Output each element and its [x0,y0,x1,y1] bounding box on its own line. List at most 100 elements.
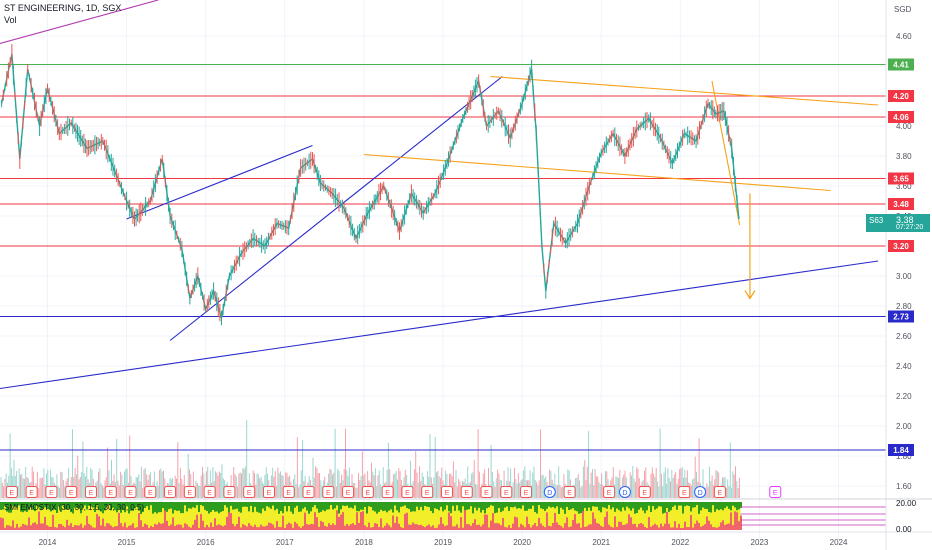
indicator-green [140,502,142,514]
indicator-green [672,502,674,507]
indicator-red [180,524,182,530]
indicator-green [396,502,398,511]
indicator-green [100,502,102,512]
indicator-red [80,523,82,530]
indicator-red [464,510,466,530]
event-marker: E [45,486,58,498]
event-label: E [773,490,778,497]
event-marker: E [302,486,315,498]
indicator-green [722,502,724,511]
indicator-green [168,502,170,510]
indicator-red [90,525,92,530]
indicator-green [478,502,480,508]
y-tick-label: 4.00 [896,122,912,131]
indicator-red [494,523,496,530]
indicator-green [306,502,308,511]
indicator-red [566,517,568,530]
indicator-green [446,502,448,506]
indicator-green [582,502,584,513]
indicator-green [390,502,392,510]
event-marker: E [769,486,782,498]
indicator-green [624,502,626,511]
indicator-green [378,502,380,512]
indicator-red [14,527,16,530]
indicator-red [506,527,508,530]
indicator-green [274,502,276,511]
indicator-red [88,523,90,530]
indicator-green [676,502,678,510]
indicator-red [320,520,322,530]
indicator-red [534,523,536,530]
indicator-green [606,502,608,509]
indicator-green [266,502,268,507]
indicator-green [320,502,322,512]
indicator-green [460,502,462,513]
trend-line [126,144,313,220]
indicator-green [322,502,324,511]
level-tag-label: 4.20 [893,92,909,101]
indicator-red [218,524,220,530]
indicator-green [244,502,246,507]
event-label: E [148,490,153,497]
indicator-red [408,524,410,530]
event-label: E [504,490,509,497]
indicator-red [402,528,404,530]
indicator-green [326,502,328,510]
indicator-green [144,502,146,508]
indicator-green [36,502,38,507]
indicator-green [484,502,486,514]
indicator-red [8,525,10,530]
indicator-red [522,525,524,530]
event-label: E [326,490,331,497]
indicator-red [404,513,406,530]
indicator-green [216,502,218,512]
indicator-red [470,525,472,530]
indicator-red [708,520,710,530]
earnings-marker [203,486,216,498]
indicator-red [160,523,162,530]
y-tick-label: 2.20 [896,392,912,401]
indicator-red [314,512,316,530]
volume-label[interactable]: Vol [4,15,17,25]
indicator-green [658,502,660,507]
trend-line [169,76,503,341]
indicator-scale-zero: 0.00 [896,525,912,534]
level-tag [888,240,914,252]
symbol-title[interactable]: ST ENGINEERING, 1D, SGX [4,3,122,13]
event-marker: E [84,486,97,498]
indicator-red [736,512,738,530]
indicator-green [246,502,248,507]
earnings-marker [5,486,18,498]
event-label: E [207,490,212,497]
indicator-green [278,502,280,514]
indicator-red [334,525,336,530]
earnings-marker [678,486,691,498]
level-tag-label: 2.73 [893,313,909,322]
indicator-red [142,526,144,530]
indicator-green [182,502,184,514]
indicator-green [160,502,162,513]
indicator-green [698,502,700,514]
indicator-green [536,502,538,514]
indicator-green [284,502,286,507]
indicator-green [60,502,62,512]
earnings-marker [223,486,236,498]
event-label: E [567,490,572,497]
indicator-red [586,526,588,530]
indicator-red [116,526,118,530]
indicator-pane [0,502,886,530]
indicator-green [18,502,20,506]
indicator-red [440,517,442,530]
indicator-green [502,502,504,511]
event-label: E [247,490,252,497]
indicator-label[interactable]: SMI EMOSTIX (30, 30, 1.5, 30, 30, 0.5) [4,503,145,512]
indicator-red [696,520,698,530]
y-tick-label: 1.80 [896,452,912,461]
indicator-green [32,502,34,510]
indicator-green [256,502,258,512]
indicator-red [618,521,620,530]
indicator-red [480,526,482,530]
indicator-green [652,502,654,507]
indicator-green [610,502,612,510]
